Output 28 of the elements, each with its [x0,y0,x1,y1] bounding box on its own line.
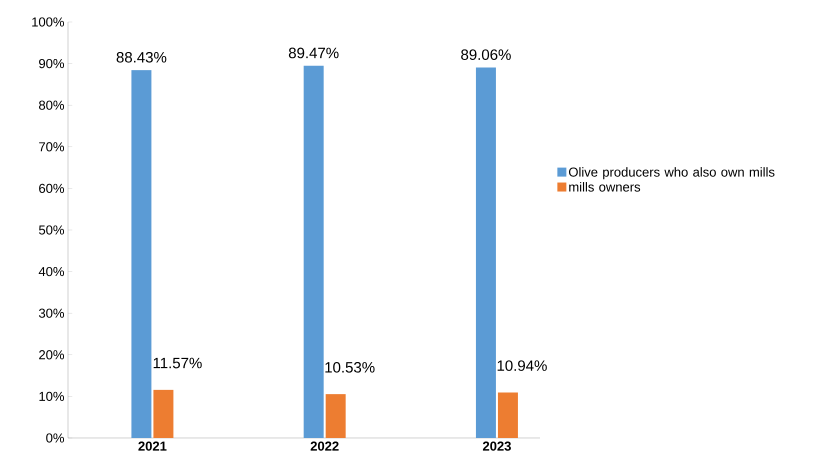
y-tick-label: 90% [39,58,64,68]
y-tick-label: 20% [39,350,64,360]
data-label: 10.94% [498,360,547,371]
legend-label: mills owners [569,182,640,192]
y-tick-label: 40% [38,266,64,276]
x-tick-label: 2022 [310,442,339,451]
y-tick-label: 0% [46,433,64,443]
data-label: 10.53% [325,362,375,373]
y-tick-label: 10% [39,392,64,401]
x-tick-label: 2021 [138,442,167,451]
bar [498,392,518,438]
y-tick-label: 60% [39,184,64,193]
bar [304,66,324,438]
x-tick-label: 2023 [482,442,511,451]
y-tick-label: 80% [39,100,64,110]
bar [131,70,152,438]
bar [153,390,174,438]
data-label: 11.57% [154,358,202,368]
bar [326,394,346,438]
bar [476,68,496,438]
y-tick-label: 70% [39,142,64,152]
y-tick-label: 30% [38,308,64,318]
data-label: 89.06% [461,49,511,60]
data-label: 89.47% [288,48,339,58]
y-tick-label: 50% [38,225,64,235]
y-tick-label: 100% [32,17,64,27]
data-label: 88.43% [116,52,166,63]
legend-label: Olive producers who also own mills [568,167,774,180]
